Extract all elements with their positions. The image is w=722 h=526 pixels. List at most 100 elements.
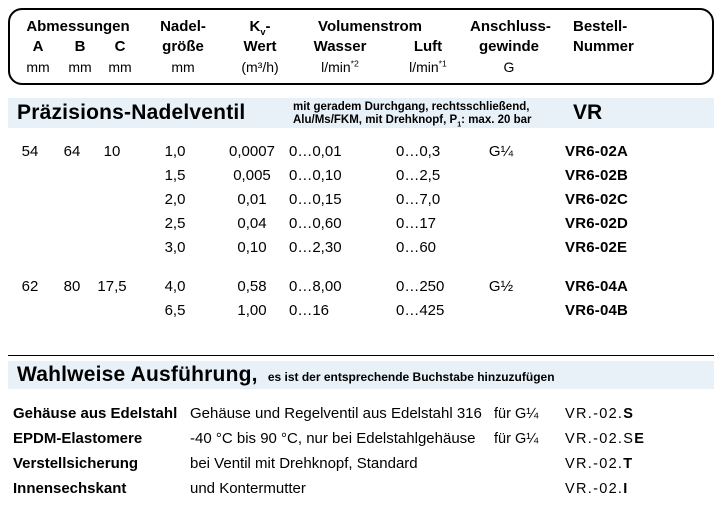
kv-cell: 1,00: [237, 301, 267, 319]
option-thread-fit: für G¼: [494, 430, 539, 447]
order-number: VR6-04A: [565, 277, 629, 295]
unit-dim-a: mm: [26, 59, 50, 75]
table-row: 54 64 10 1,0 0,0007 0…0,01 0…0,3 G¼ VR6-…: [8, 139, 722, 163]
col-dim-a: A: [32, 38, 44, 55]
wasser-range-cell: 0…0,01: [289, 142, 342, 160]
needle-size-cell: 2,0: [164, 190, 186, 208]
table-row: 1,5 0,005 0…0,10 0…2,5 VR6-02B: [8, 163, 722, 187]
order-number: VR6-02A: [565, 142, 629, 160]
col-anschlussgewinde: Anschluss-: [470, 18, 551, 35]
table-row: 62 80 17,5 4,0 0,58 0…8,00 0…250 G½ VR6-…: [8, 274, 722, 298]
option-row: Innensechskant und Kontermutter VR.-02.I: [8, 476, 722, 501]
option-description: und Kontermutter: [190, 480, 306, 497]
luft-range-cell: 0…2,5: [396, 166, 441, 184]
option-row: Gehäuse aus Edelstahl Gehäuse und Regelv…: [8, 401, 722, 426]
wasser-range-cell: 0…0,10: [289, 166, 342, 184]
option-label: Innensechskant: [13, 480, 127, 497]
unit-dim-c: mm: [108, 59, 132, 75]
valve-table-body: 54 64 10 1,0 0,0007 0…0,01 0…0,3 G¼ VR6-…: [0, 139, 722, 322]
option-description: -40 °C bis 90 °C, nur bei Edelstahlgehäu…: [190, 430, 476, 447]
col-dim-b: B: [74, 38, 86, 55]
unit-dim-b: mm: [68, 59, 92, 75]
order-number: VR6-02E: [565, 238, 628, 256]
option-thread-fit: für G¼: [494, 405, 539, 422]
col-luft: Luft: [413, 38, 443, 55]
series-code: VR: [573, 101, 603, 124]
col-nadelgroesse: Nadel-: [160, 18, 206, 35]
option-label: EPDM-Elastomere: [13, 430, 143, 447]
header-row-units: mm mm mm mm (m³/h) l/min*2 l/min*1 G: [16, 57, 712, 77]
dim-a-cell: 54: [21, 142, 39, 160]
table-row: 2,0 0,01 0…0,15 0…7,0 VR6-02C: [8, 187, 722, 211]
col-abmessungen: Abmessungen: [26, 18, 130, 35]
dim-c-cell: 17,5: [97, 277, 127, 295]
wasser-range-cell: 0…2,30: [289, 238, 342, 256]
dim-b-cell: 80: [63, 277, 81, 295]
luft-range-cell: 0…7,0: [396, 190, 441, 208]
section-band-wahlweise-ausfuehrung: Wahlweise Ausführung, es ist der entspre…: [8, 361, 714, 389]
needle-size-cell: 6,5: [164, 301, 186, 319]
col-bestell-nummer: Bestell-: [573, 18, 628, 35]
dim-a-cell: 62: [21, 277, 39, 295]
wasser-range-cell: 0…0,60: [289, 214, 342, 232]
section-divider: [8, 355, 714, 356]
option-description: Gehäuse und Regelventil aus Edelstahl 31…: [190, 405, 482, 422]
thread-cell: G¼: [488, 142, 514, 160]
wasser-range-cell: 0…0,15: [289, 190, 342, 208]
header-row-subtitles: A B C größe Wert Wasser Luft gewinde Num…: [16, 37, 712, 57]
option-label: Verstellsicherung: [13, 455, 139, 472]
table-header-box: Abmessungen Nadel- Kv- Volumenstrom Ansc…: [8, 8, 714, 85]
kv-cell: 0,10: [237, 238, 267, 256]
dim-c-cell: 10: [103, 142, 121, 160]
header-row-titles: Abmessungen Nadel- Kv- Volumenstrom Ansc…: [16, 17, 712, 37]
option-order-code: VR.-02.SE: [565, 430, 646, 447]
needle-size-cell: 2,5: [164, 214, 186, 232]
needle-size-cell: 3,0: [164, 238, 186, 256]
order-number: VR6-02D: [565, 214, 629, 232]
thread-cell: G½: [488, 277, 514, 295]
luft-range-cell: 0…17: [396, 214, 437, 232]
table-row: 6,5 1,00 0…16 0…425 VR6-04B: [8, 298, 722, 322]
option-row: EPDM-Elastomere -40 °C bis 90 °C, nur be…: [8, 426, 722, 451]
kv-cell: 0,005: [233, 166, 271, 184]
option-description: bei Ventil mit Drehknopf, Standard: [190, 455, 418, 472]
unit-luft: l/min*1: [409, 58, 447, 75]
wasser-range-cell: 0…16: [289, 301, 330, 319]
order-number: VR6-02C: [565, 190, 629, 208]
dim-b-cell: 64: [63, 142, 81, 160]
option-label: Gehäuse aus Edelstahl: [13, 405, 178, 422]
options-section-subtitle: es ist der entsprechende Buchstabe hinzu…: [267, 370, 555, 384]
needle-size-cell: 1,0: [164, 142, 186, 160]
col-volumenstrom: Volumenstrom: [318, 18, 422, 35]
options-section-title: Wahlweise Ausführung,: [17, 363, 258, 386]
luft-range-cell: 0…425: [396, 301, 445, 319]
kv-cell: 0,0007: [229, 142, 275, 160]
col-dim-c: C: [114, 38, 126, 55]
option-row: Verstellsicherung bei Ventil mit Drehkno…: [8, 451, 722, 476]
unit-nadel: mm: [171, 59, 195, 75]
needle-size-cell: 4,0: [164, 277, 186, 295]
option-order-code: VR.-02.I: [565, 480, 629, 497]
kv-cell: 0,04: [237, 214, 267, 232]
section-title: Präzisions-Nadelventil: [17, 101, 246, 124]
luft-range-cell: 0…250: [396, 277, 445, 295]
section-description: mit geradem Durchgang, rechtsschließend,…: [293, 101, 532, 128]
unit-wasser: l/min*2: [321, 58, 359, 75]
table-row: 3,0 0,10 0…2,30 0…60 VR6-02E: [8, 235, 722, 259]
kv-cell: 0,58: [237, 277, 267, 295]
kv-cell: 0,01: [237, 190, 267, 208]
option-order-code: VR.-02.S: [565, 405, 635, 422]
order-number: VR6-02B: [565, 166, 629, 184]
table-row: 2,5 0,04 0…0,60 0…17 VR6-02D: [8, 211, 722, 235]
unit-gewinde: G: [503, 59, 515, 75]
needle-size-cell: 1,5: [164, 166, 186, 184]
section-band-praezisions-nadelventil: Präzisions-Nadelventil mit geradem Durch…: [8, 98, 714, 128]
wasser-range-cell: 0…8,00: [289, 277, 342, 295]
option-order-code: VR.-02.T: [565, 455, 634, 472]
options-list: Gehäuse aus Edelstahl Gehäuse und Regelv…: [0, 401, 722, 501]
luft-range-cell: 0…0,3: [396, 142, 441, 160]
order-number: VR6-04B: [565, 301, 629, 319]
col-wasser: Wasser: [313, 38, 367, 55]
luft-range-cell: 0…60: [396, 238, 437, 256]
col-kv-wert: Kv-: [249, 18, 271, 37]
